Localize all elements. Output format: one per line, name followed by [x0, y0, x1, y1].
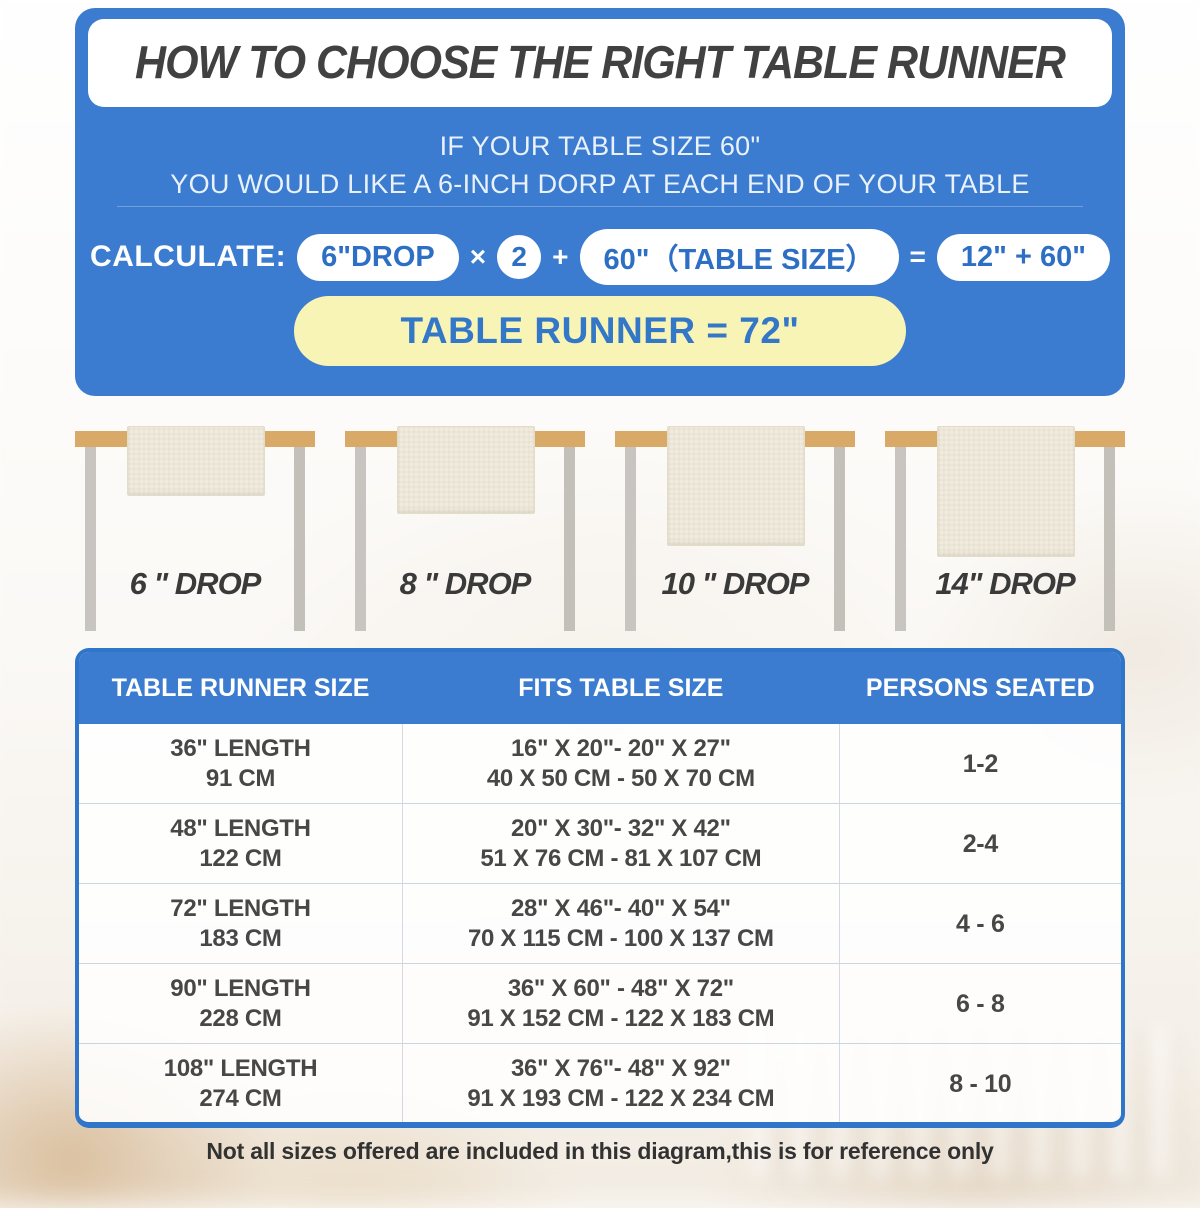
runner-size-inches: 90" LENGTH [170, 974, 311, 1002]
persons-seated-cell: 8 - 10 [949, 1069, 1012, 1098]
table-leg-left [895, 447, 906, 631]
calculation-row: CALCULATE: 6"DROP × 2 + 60"（TABLE SIZE） … [75, 229, 1125, 285]
column-header-fits-table-size: FITS TABLE SIZE [518, 673, 724, 702]
persons-seated-cell: 2-4 [962, 829, 999, 858]
runner-size-cm: 122 CM [199, 844, 282, 872]
table-row: 36" LENGTH 91 CM 16" X 20"- 20" X 27" 40… [79, 724, 1121, 803]
result-pill: TABLE RUNNER = 72" [294, 296, 906, 366]
drop-label: 8 " DROP [399, 566, 532, 601]
runner-size-inches: 108" LENGTH [163, 1054, 318, 1082]
size-table-header: TABLE RUNNER SIZE FITS TABLE SIZE PERSON… [79, 652, 1121, 724]
fits-table-size-cell: 20" X 30"- 32" X 42" 51 X 76 CM - 81 X 1… [402, 804, 840, 883]
runner-cloth [127, 426, 265, 496]
fits-table-size-cell: 36" X 60" - 48" X 72" 91 X 152 CM - 122 … [402, 964, 840, 1043]
runner-cloth [937, 426, 1075, 557]
runner-cloth [667, 426, 805, 546]
persons-seated-cell: 4 - 6 [956, 909, 1005, 938]
persons-seated-cell: 6 - 8 [956, 989, 1005, 1018]
factor-pill: 2 [497, 235, 542, 279]
runner-size-cm: 274 CM [199, 1084, 282, 1112]
drop-label: 14" DROP [935, 566, 1075, 601]
hero-divider [117, 206, 1083, 207]
drop-illustrations-row: 6 " DROP 8 " DROP 10 " DROP 14" DROP [75, 418, 1125, 640]
runner-size-cell: 90" LENGTH 228 CM [79, 964, 402, 1043]
page-title: HOW TO CHOOSE THE RIGHT TABLE RUNNER [135, 36, 1066, 89]
hero-subtitle: IF YOUR TABLE SIZE 60" YOU WOULD LIKE A … [75, 127, 1125, 203]
fits-size-inches: 16" X 20"- 20" X 27" [511, 734, 731, 762]
fits-size-inches: 36" X 76"- 48" X 92" [511, 1054, 731, 1082]
hero-subtitle-line2: YOU WOULD LIKE A 6-INCH DORP AT EACH END… [170, 169, 1030, 199]
table-leg-right [564, 447, 575, 631]
column-header-runner-size: TABLE RUNNER SIZE [111, 673, 370, 702]
persons-seated-cell: 1-2 [962, 749, 999, 778]
drop-label: 6 " DROP [129, 566, 262, 601]
drop-value-pill: 6"DROP [297, 233, 459, 281]
multiply-operator: × [469, 241, 487, 272]
table-row: 90" LENGTH 228 CM 36" X 60" - 48" X 72" … [79, 963, 1121, 1043]
runner-size-cm: 183 CM [199, 924, 282, 952]
table-row: 48" LENGTH 122 CM 20" X 30"- 32" X 42" 5… [79, 803, 1121, 883]
table-row: 108" LENGTH 274 CM 36" X 76"- 48" X 92" … [79, 1043, 1121, 1122]
table-illustration-6-drop: 6 " DROP [75, 418, 315, 640]
runner-size-cm: 228 CM [199, 1004, 282, 1032]
fits-size-inches: 20" X 30"- 32" X 42" [511, 814, 731, 842]
table-leg-left [85, 447, 96, 631]
runner-size-cell: 72" LENGTH 183 CM [79, 884, 402, 963]
hero-subtitle-line1: IF YOUR TABLE SIZE 60" [439, 131, 761, 161]
footer-disclaimer: Not all sizes offered are included in th… [206, 1138, 994, 1164]
runner-cloth [397, 426, 535, 514]
runner-size-cell: 108" LENGTH 274 CM [79, 1044, 402, 1122]
runner-size-cm: 91 CM [205, 764, 276, 792]
table-leg-right [1104, 447, 1115, 631]
table-size-pill: 60"（TABLE SIZE） [579, 229, 899, 285]
fits-size-inches: 28" X 46"- 40" X 54" [511, 894, 731, 922]
runner-size-cell: 48" LENGTH 122 CM [79, 804, 402, 883]
table-leg-right [834, 447, 845, 631]
runner-size-inches: 48" LENGTH [170, 814, 311, 842]
fits-table-size-cell: 28" X 46"- 40" X 54" 70 X 115 CM - 100 X… [402, 884, 840, 963]
runner-size-inches: 72" LENGTH [170, 894, 311, 922]
fits-size-cm: 91 X 152 CM - 122 X 183 CM [467, 1004, 775, 1032]
plus-operator: + [552, 241, 569, 272]
runner-size-cell: 36" LENGTH 91 CM [79, 724, 402, 803]
fits-size-cm: 70 X 115 CM - 100 X 137 CM [467, 924, 774, 952]
table-leg-left [625, 447, 636, 631]
table-row: 72" LENGTH 183 CM 28" X 46"- 40" X 54" 7… [79, 883, 1121, 963]
fits-size-cm: 51 X 76 CM - 81 X 107 CM [480, 844, 762, 872]
sum-pill: 12" + 60" [936, 233, 1110, 281]
fits-table-size-cell: 36" X 76"- 48" X 92" 91 X 193 CM - 122 X… [402, 1044, 840, 1122]
table-leg-left [355, 447, 366, 631]
drop-label: 10 " DROP [661, 566, 810, 601]
fits-size-inches: 36" X 60" - 48" X 72" [507, 974, 734, 1002]
size-table-panel: TABLE RUNNER SIZE FITS TABLE SIZE PERSON… [75, 648, 1125, 1128]
fits-size-cm: 40 X 50 CM - 50 X 70 CM [486, 764, 755, 792]
runner-size-inches: 36" LENGTH [170, 734, 311, 762]
table-illustration-8-drop: 8 " DROP [345, 418, 585, 640]
title-banner: HOW TO CHOOSE THE RIGHT TABLE RUNNER [88, 19, 1112, 107]
fits-table-size-cell: 16" X 20"- 20" X 27" 40 X 50 CM - 50 X 7… [402, 724, 840, 803]
fits-size-cm: 91 X 193 CM - 122 X 234 CM [467, 1084, 775, 1112]
column-header-persons-seated: PERSONS SEATED [865, 673, 1095, 702]
hero-panel: HOW TO CHOOSE THE RIGHT TABLE RUNNER IF … [75, 8, 1125, 396]
table-illustration-10-drop: 10 " DROP [615, 418, 855, 640]
equals-operator: = [909, 241, 926, 272]
table-illustration-14-drop: 14" DROP [885, 418, 1125, 640]
calculate-label: CALCULATE: [90, 240, 287, 273]
table-leg-right [294, 447, 305, 631]
